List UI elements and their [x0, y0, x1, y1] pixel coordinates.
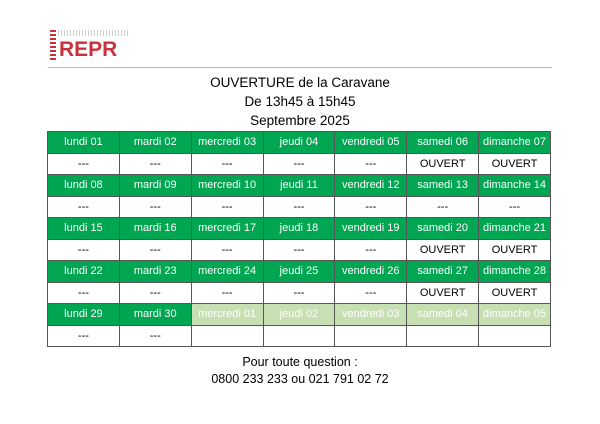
- day-header: vendredi 05: [334, 131, 408, 154]
- status-cell: OUVERT: [406, 152, 480, 175]
- status-cell: ---: [334, 152, 408, 175]
- status-cell: ---: [190, 152, 264, 175]
- day-header-row: lundi 22 mardi 23 mercredi 24 jeudi 25 vendr…: [47, 260, 551, 283]
- day-header: lundi 15: [47, 217, 120, 240]
- day-header-row: lundi 15 mardi 16 mercredi 17 jeudi 18 vendr…: [47, 217, 551, 240]
- status-row: --- --- --- --- --- --- ---: [47, 195, 551, 218]
- day-header: samedi 13: [406, 174, 480, 197]
- status-cell: ---: [118, 281, 192, 304]
- day-header: samedi 27: [406, 260, 480, 283]
- status-cell: [406, 324, 480, 347]
- day-header: mardi 02: [118, 131, 192, 154]
- day-header: samedi 06: [406, 131, 480, 154]
- day-header: vendredi 12: [334, 174, 408, 197]
- status-row: --- --- --- --- --- OUVERT OUVERT: [47, 238, 551, 261]
- day-header-row: lundi 01 mardi 02 mercredi 03 jeudi 04 vendr…: [47, 131, 551, 154]
- status-cell: ---: [262, 152, 336, 175]
- day-header-row: lundi 29 mardi 30 mercredi 01 jeudi 02 vendr…: [47, 303, 551, 326]
- status-cell: ---: [334, 195, 408, 218]
- status-cell: ---: [47, 324, 120, 347]
- header-divider: [48, 67, 552, 68]
- status-row: --- --- --- --- --- OUVERT OUVERT: [47, 281, 551, 304]
- day-header: dimanche 05: [478, 303, 551, 326]
- day-header: mercredi 01: [190, 303, 264, 326]
- status-row: --- --- --- --- --- OUVERT OUVERT: [47, 152, 551, 175]
- day-header: lundi 29: [47, 303, 120, 326]
- status-cell: ---: [118, 195, 192, 218]
- day-header: samedi 20: [406, 217, 480, 240]
- day-header: mercredi 17: [190, 217, 264, 240]
- day-header: dimanche 21: [478, 217, 551, 240]
- status-cell: ---: [262, 281, 336, 304]
- status-cell: ---: [118, 238, 192, 261]
- day-header: vendredi 26: [334, 260, 408, 283]
- title-line-1: OUVERTURE de la Caravane: [210, 75, 390, 90]
- status-cell: OUVERT: [478, 281, 551, 304]
- status-cell: OUVERT: [478, 238, 551, 261]
- status-cell: ---: [190, 195, 264, 218]
- status-cell: ---: [47, 238, 120, 261]
- day-header: mercredi 03: [190, 131, 264, 154]
- status-cell: ---: [190, 238, 264, 261]
- day-header: vendredi 03: [334, 303, 408, 326]
- day-header: jeudi 02: [262, 303, 336, 326]
- status-cell: ---: [262, 195, 336, 218]
- logo-dots: [58, 30, 128, 36]
- repr-logo: REPR: [50, 26, 150, 62]
- logo-text: REPR: [59, 38, 118, 61]
- footer-line-2: 0800 233 233 ou 021 791 02 72: [211, 372, 389, 386]
- day-header: lundi 01: [47, 131, 120, 154]
- day-header: mercredi 24: [190, 260, 264, 283]
- day-header: mardi 30: [118, 303, 192, 326]
- day-header-row: lundi 08 mardi 09 mercredi 10 jeudi 11 vendr…: [47, 174, 551, 197]
- status-cell: ---: [118, 152, 192, 175]
- status-row: --- ---: [47, 324, 551, 347]
- day-header: lundi 08: [47, 174, 120, 197]
- title-line-2: De 13h45 à 15h45: [244, 94, 356, 109]
- status-cell: [478, 324, 551, 347]
- day-header: mercredi 10: [190, 174, 264, 197]
- title-line-3: Septembre 2025: [250, 113, 350, 128]
- day-header: dimanche 14: [478, 174, 551, 197]
- status-cell: [262, 324, 336, 347]
- status-cell: [334, 324, 408, 347]
- day-header: jeudi 04: [262, 131, 336, 154]
- status-cell: OUVERT: [406, 281, 480, 304]
- status-cell: ---: [118, 324, 192, 347]
- status-cell: [190, 324, 264, 347]
- status-cell: ---: [47, 281, 120, 304]
- day-header: vendredi 19: [334, 217, 408, 240]
- status-cell: ---: [478, 195, 551, 218]
- status-cell: ---: [334, 281, 408, 304]
- day-header: mardi 16: [118, 217, 192, 240]
- lighthouse-icon: [50, 30, 56, 60]
- status-cell: ---: [334, 238, 408, 261]
- day-header: lundi 22: [47, 260, 120, 283]
- status-cell: ---: [406, 195, 480, 218]
- day-header: dimanche 07: [478, 131, 551, 154]
- day-header: jeudi 11: [262, 174, 336, 197]
- status-cell: ---: [262, 238, 336, 261]
- status-cell: OUVERT: [478, 152, 551, 175]
- footer: Pour toute question : 0800 233 233 ou 02…: [0, 354, 600, 388]
- day-header: jeudi 18: [262, 217, 336, 240]
- day-header: dimanche 28: [478, 260, 551, 283]
- status-cell: ---: [47, 152, 120, 175]
- day-header: samedi 04: [406, 303, 480, 326]
- calendar-table: lundi 01 mardi 02 mercredi 03 jeudi 04 vendr…: [47, 131, 551, 347]
- footer-line-1: Pour toute question :: [242, 355, 358, 369]
- status-cell: ---: [190, 281, 264, 304]
- day-header: mardi 23: [118, 260, 192, 283]
- status-cell: ---: [47, 195, 120, 218]
- status-cell: OUVERT: [406, 238, 480, 261]
- day-header: mardi 09: [118, 174, 192, 197]
- day-header: jeudi 25: [262, 260, 336, 283]
- page-title: OUVERTURE de la Caravane De 13h45 à 15h4…: [0, 73, 600, 130]
